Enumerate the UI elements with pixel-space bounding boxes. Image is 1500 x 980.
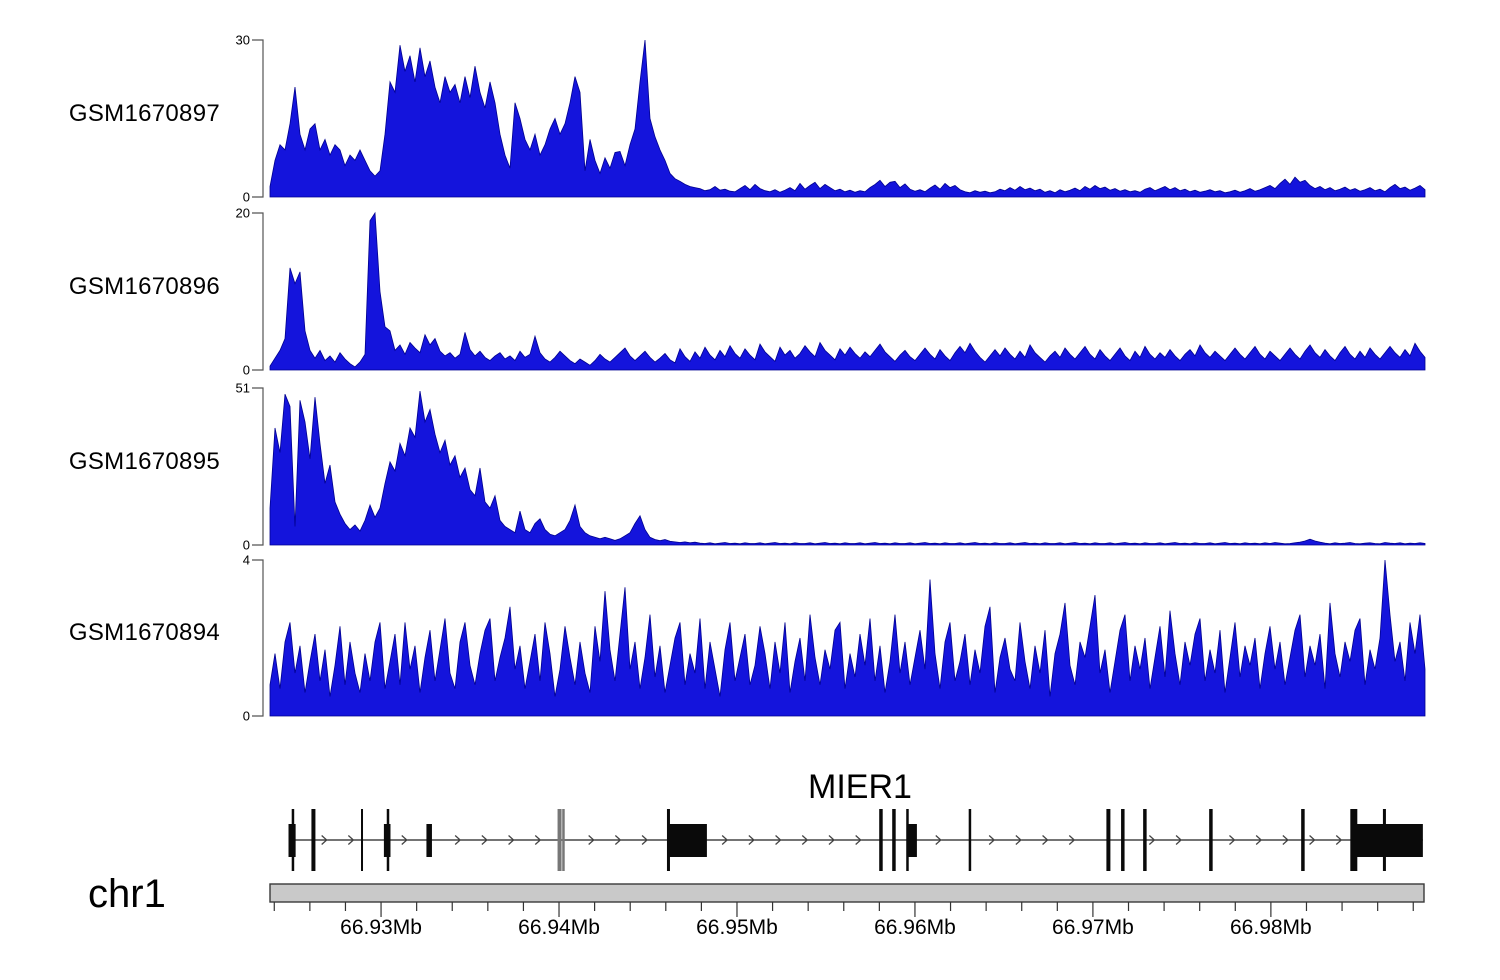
track-3-ymax-label: 4 xyxy=(242,552,250,568)
track-2-ymax-label: 51 xyxy=(235,380,250,396)
track-2-ymin-label: 0 xyxy=(242,537,250,553)
axis-tick-label-66-93: 66.93Mb xyxy=(340,916,422,939)
track-label-gsm1670895: GSM1670895 xyxy=(68,447,220,475)
axis-tick-label-66-94: 66.94Mb xyxy=(518,916,600,939)
track-label-gsm1670897: GSM1670897 xyxy=(68,99,220,127)
track-1-ymin-label: 0 xyxy=(242,362,250,378)
track-label-gsm1670894: GSM1670894 xyxy=(68,619,220,646)
track-0-ymin-label: 0 xyxy=(242,189,250,205)
chromosome-label: chr1 xyxy=(88,872,166,916)
axis-tick-label-66-98: 66.98Mb xyxy=(1230,916,1312,939)
track-label-gsm1670896: GSM1670896 xyxy=(68,272,220,300)
axis-tick-label-66-95: 66.95Mb xyxy=(696,916,778,939)
track-3-ymin-label: 0 xyxy=(242,708,250,724)
track-1-ymax-label: 20 xyxy=(235,205,250,221)
axis-tick-label-66-96: 66.96Mb xyxy=(874,916,956,939)
axis-tick-label-66-97: 66.97Mb xyxy=(1052,916,1134,939)
gene-name-label: MIER1 xyxy=(808,768,912,806)
track-0-ymax-label: 30 xyxy=(235,32,250,48)
